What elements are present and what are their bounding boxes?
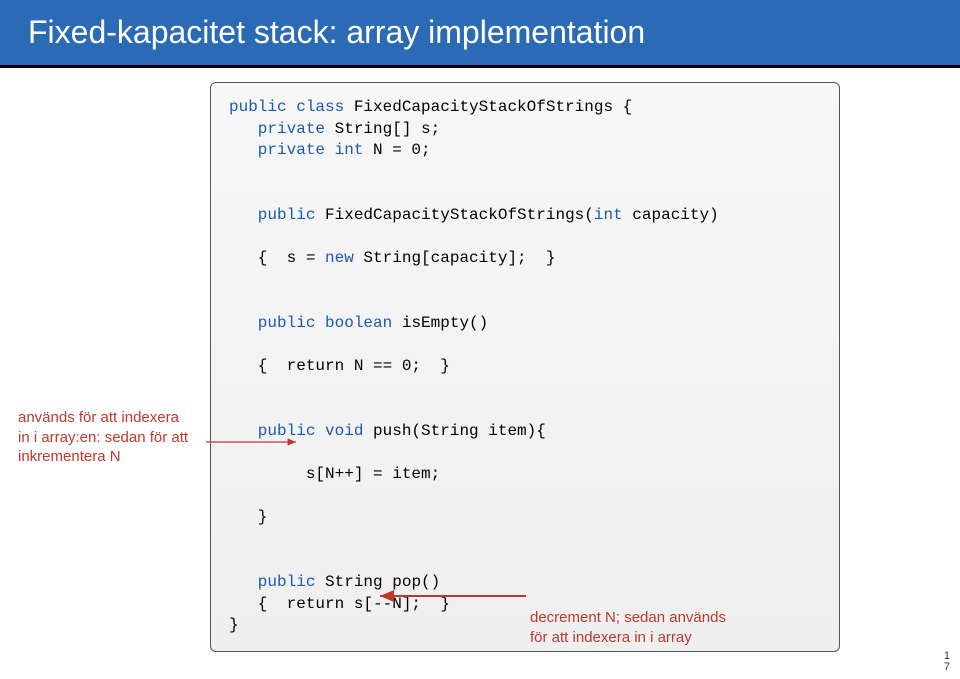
code-blank	[229, 486, 821, 508]
code-line: public void push(String item){	[229, 421, 821, 443]
code-blank	[229, 227, 821, 249]
code-line: private String[] s;	[229, 119, 821, 141]
code-line: { s = new String[capacity]; }	[229, 248, 821, 270]
page-number-bottom: 7	[944, 662, 950, 673]
code-blank	[229, 291, 821, 313]
code-blank	[229, 550, 821, 572]
code-block: public class FixedCapacityStackOfStrings…	[210, 82, 840, 652]
code-text: String[] s;	[325, 120, 440, 138]
code-line: public class FixedCapacityStackOfStrings…	[229, 97, 821, 119]
annotation-left: används för att indexera in i array:en: …	[18, 408, 208, 467]
keyword: private int	[229, 141, 363, 159]
keyword: public	[229, 206, 315, 224]
code-blank	[229, 378, 821, 400]
keyword: public boolean	[229, 314, 392, 332]
annotation-line: in i array:en: sedan för att	[18, 428, 208, 448]
code-blank	[229, 183, 821, 205]
keyword: public	[229, 573, 315, 591]
code-text: FixedCapacityStackOfStrings(	[315, 206, 593, 224]
annotation-line: inkrementera N	[18, 447, 208, 467]
code-text: isEmpty()	[392, 314, 488, 332]
code-text: String pop()	[315, 573, 440, 591]
code-blank	[229, 529, 821, 551]
page-number: 1 7	[944, 651, 950, 673]
code-line: private int N = 0;	[229, 140, 821, 162]
keyword: public class	[229, 98, 344, 116]
code-blank	[229, 270, 821, 292]
keyword: private	[229, 120, 325, 138]
code-text: String[capacity]; }	[354, 249, 556, 267]
code-line: public FixedCapacityStackOfStrings(int c…	[229, 205, 821, 227]
code-blank	[229, 162, 821, 184]
code-line: public boolean isEmpty()	[229, 313, 821, 335]
code-text: { s =	[229, 249, 325, 267]
code-text: N = 0;	[363, 141, 430, 159]
annotation-line: används för att indexera	[18, 408, 208, 428]
code-blank	[229, 335, 821, 357]
annotation-line: för att indexera in i array	[530, 628, 770, 648]
keyword: int	[594, 206, 623, 224]
keyword: new	[325, 249, 354, 267]
code-line: { return N == 0; }	[229, 356, 821, 378]
code-line: public String pop()	[229, 572, 821, 594]
code-line: }	[229, 507, 821, 529]
code-text: capacity)	[623, 206, 719, 224]
code-line: s[N++] = item;	[229, 464, 821, 486]
code-text: FixedCapacityStackOfStrings {	[344, 98, 632, 116]
code-text: push(String item){	[363, 422, 545, 440]
slide-title: Fixed-kapacitet stack: array implementat…	[0, 0, 960, 68]
code-blank	[229, 399, 821, 421]
annotation-right: decrement N; sedan används för att index…	[530, 608, 770, 647]
code-blank	[229, 443, 821, 465]
annotation-line: decrement N; sedan används	[530, 608, 770, 628]
keyword: public void	[229, 422, 363, 440]
